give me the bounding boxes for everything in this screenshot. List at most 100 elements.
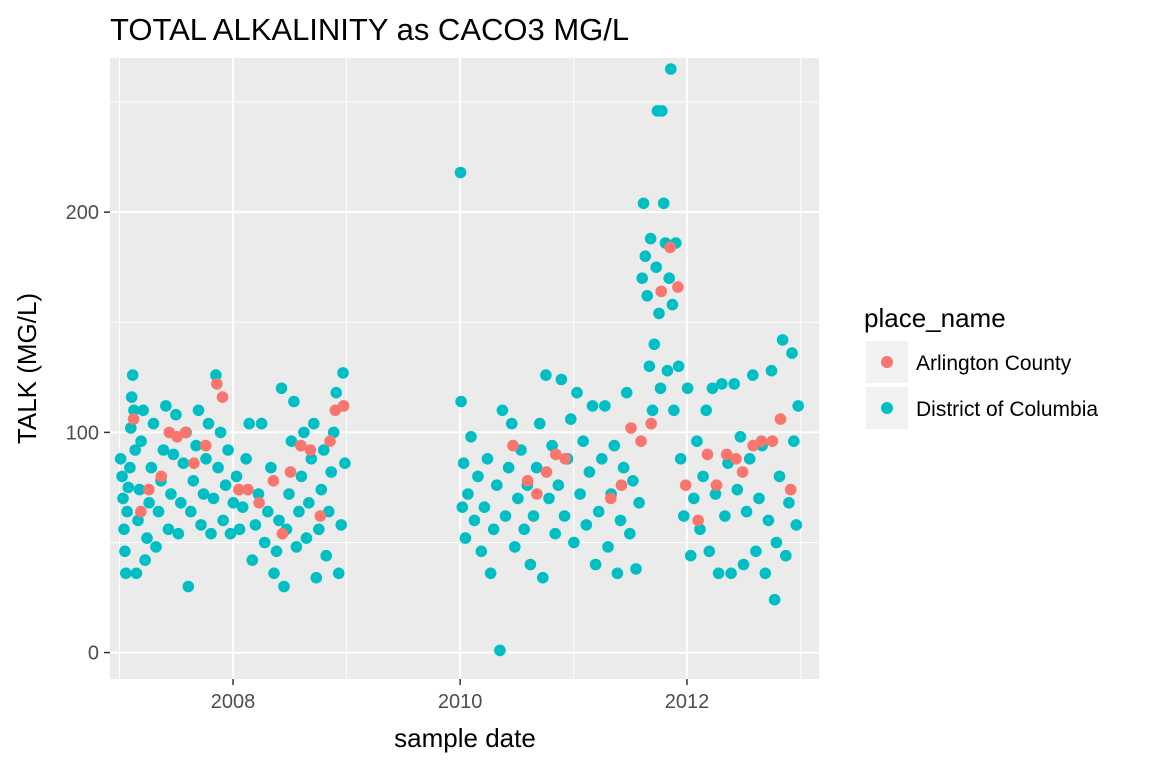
- data-point-arlington: [692, 514, 704, 527]
- data-point-dc: [654, 382, 667, 395]
- data-point-dc: [709, 488, 722, 500]
- data-point-dc: [788, 435, 800, 448]
- data-point-dc: [496, 404, 509, 417]
- data-point-dc: [233, 523, 246, 536]
- data-point-dc: [275, 382, 288, 395]
- data-point-arlington: [337, 400, 350, 412]
- legend-title: place_name: [864, 303, 1006, 333]
- data-point-arlington: [730, 453, 742, 465]
- x-axis-title: sample date: [394, 723, 536, 753]
- data-point-dc: [219, 479, 232, 492]
- data-point-dc: [283, 488, 295, 500]
- data-point-dc: [637, 197, 650, 210]
- data-point-dc: [308, 417, 320, 430]
- data-point-dc: [202, 417, 215, 430]
- data-point-dc: [524, 558, 537, 571]
- data-point-dc: [759, 567, 772, 580]
- data-point-dc: [160, 400, 172, 412]
- data-point-arlington: [615, 479, 628, 492]
- data-point-dc: [456, 501, 469, 513]
- data-point-dc: [505, 417, 518, 430]
- data-point-dc: [246, 554, 259, 566]
- data-point-arlington: [521, 475, 534, 487]
- data-point-dc: [125, 391, 138, 403]
- x-tick-label: 2012: [665, 691, 710, 713]
- data-point-dc: [719, 510, 731, 522]
- data-point-dc: [139, 554, 151, 566]
- data-point-dc: [527, 510, 540, 522]
- data-point-dc: [465, 431, 477, 443]
- data-point-dc: [737, 558, 750, 571]
- data-point-arlington: [267, 475, 280, 487]
- data-point-dc: [303, 497, 315, 509]
- data-point-dc: [175, 497, 187, 509]
- legend: place_name Arlington County District of …: [864, 303, 1098, 429]
- major-gridlines: [110, 58, 819, 679]
- data-point-dc: [580, 519, 593, 531]
- data-point-dc: [494, 644, 506, 657]
- data-point-dc: [200, 453, 212, 465]
- plot-panel: [110, 58, 819, 679]
- data-point-dc: [499, 510, 512, 522]
- data-point-dc: [268, 567, 280, 580]
- data-point-dc: [207, 492, 220, 505]
- data-point-dc: [596, 453, 608, 465]
- data-point-dc: [750, 545, 762, 558]
- data-point-dc: [262, 505, 274, 518]
- data-point-dc: [700, 404, 712, 417]
- data-point-dc: [217, 514, 229, 527]
- data-point-dc: [537, 571, 549, 584]
- data-point-dc: [315, 483, 328, 496]
- data-point-dc: [330, 386, 343, 399]
- data-point-dc: [530, 461, 543, 474]
- data-point-dc: [462, 488, 474, 500]
- data-point-dc: [236, 501, 249, 513]
- data-point-dc: [212, 461, 224, 474]
- data-point-dc: [633, 497, 645, 509]
- data-point-dc: [672, 360, 685, 373]
- data-point-arlington: [635, 435, 647, 448]
- data-point-dc: [270, 545, 283, 558]
- data-point-dc: [133, 483, 146, 496]
- data-point-dc: [478, 501, 491, 513]
- data-point-dc: [694, 523, 706, 536]
- data-point-dc: [776, 334, 789, 346]
- legend-label-arlington: Arlington County: [916, 352, 1072, 375]
- data-point-dc: [630, 563, 642, 575]
- data-point-arlington: [679, 479, 692, 492]
- data-point-dc: [565, 413, 577, 425]
- data-point-dc: [290, 541, 303, 553]
- data-point-dc: [611, 567, 624, 580]
- data-point-dc: [117, 492, 129, 505]
- data-point-dc: [614, 514, 627, 527]
- data-point-dc: [509, 541, 521, 553]
- x-axis: 2008 2010 2012: [211, 679, 709, 713]
- data-point-dc: [712, 567, 725, 580]
- data-point-dc: [132, 514, 144, 527]
- data-point-dc: [337, 367, 349, 379]
- data-point-arlington: [199, 439, 212, 452]
- data-point-dc: [143, 497, 155, 509]
- data-point-dc: [624, 527, 636, 540]
- data-point-dc: [119, 545, 131, 558]
- data-point-arlington: [755, 435, 768, 448]
- data-point-dc: [255, 417, 268, 430]
- data-point-dc: [240, 453, 252, 465]
- data-point-arlington: [211, 378, 223, 390]
- y-axis: 0 100 200: [66, 202, 110, 665]
- data-point-dc: [332, 567, 345, 580]
- data-point-arlington: [720, 448, 733, 461]
- data-point-dc: [706, 382, 719, 395]
- data-point-dc: [197, 488, 210, 500]
- data-point-dc: [210, 369, 222, 381]
- data-point-dc: [770, 536, 783, 549]
- data-point-dc: [703, 545, 716, 558]
- data-point-dc: [177, 457, 190, 470]
- data-point-dc: [252, 488, 265, 500]
- data-point-dc: [120, 567, 132, 580]
- data-point-dc: [599, 400, 611, 412]
- data-point-dc: [114, 453, 127, 465]
- data-point-dc: [674, 453, 687, 465]
- data-point-dc: [790, 519, 803, 531]
- data-point-dc: [484, 567, 497, 580]
